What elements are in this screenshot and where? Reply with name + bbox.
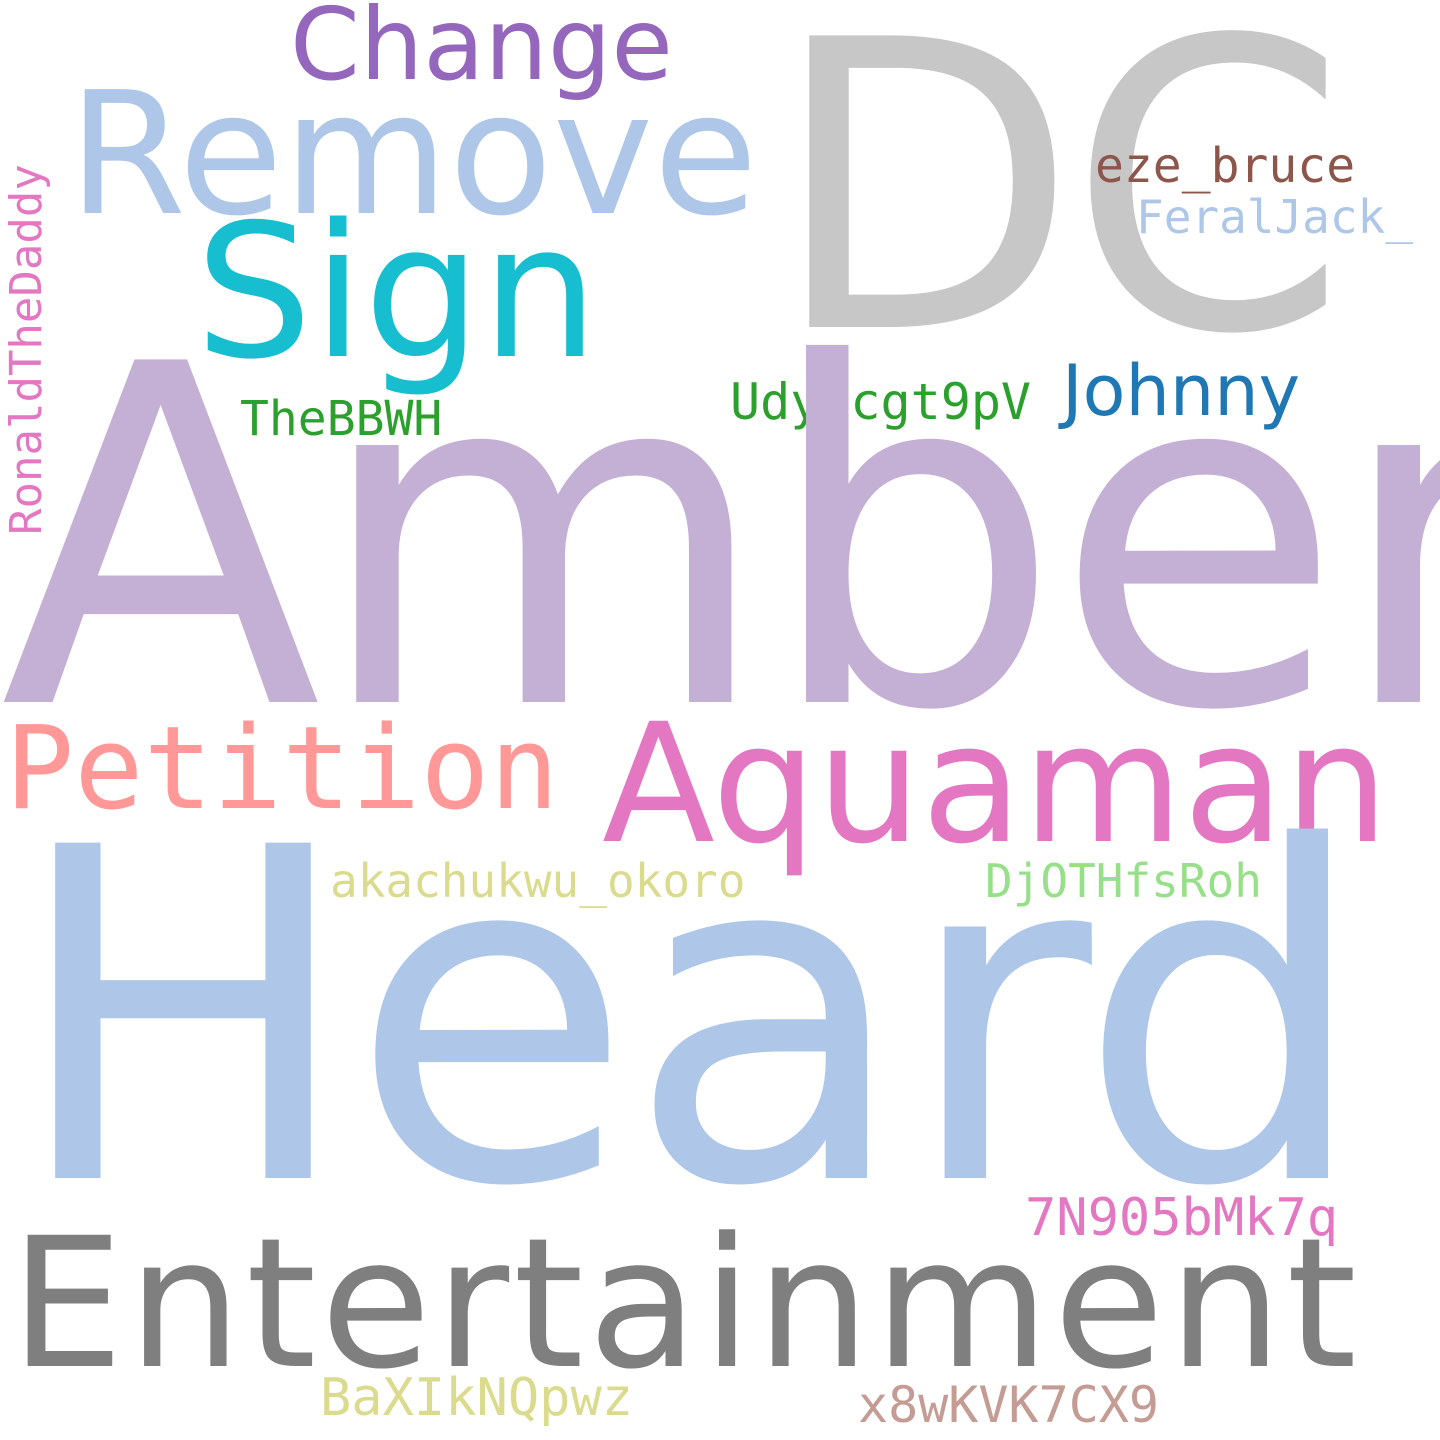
word-7n905bmk7q: 7N905bMk7q — [1025, 1188, 1339, 1248]
word-heard: Heard — [10, 752, 1370, 1287]
word-feraljack: FeralJack_ — [1136, 190, 1413, 244]
word-baxiknqpwz: BaXIkNQpwz — [320, 1368, 634, 1428]
word-eze-bruce: eze_bruce — [1095, 138, 1356, 194]
word-change: Change — [290, 0, 673, 103]
word-thebbwh: TheBBWH — [240, 391, 443, 447]
word-djothfsroh: DjOTHfsRoh — [985, 854, 1262, 908]
word-dc: DC — [770, 0, 1347, 422]
word-aquaman: Aquaman — [602, 688, 1389, 880]
word-petition: Petition — [5, 702, 559, 836]
word-x8wkvk7cx9: x8wKVK7CX9 — [858, 1376, 1160, 1434]
word-amber: Amber — [0, 266, 1440, 813]
word-sign: Sign — [195, 184, 599, 400]
word-udy1cgt9pv: Udy1cgt9pV — [730, 373, 1032, 431]
word-entertainment: Entertainment — [10, 1200, 1361, 1409]
word-remove: Remove — [68, 56, 758, 254]
word-akachukwu-okoro: akachukwu_okoro — [330, 854, 746, 908]
word-johnny: Johnny — [1062, 350, 1300, 432]
